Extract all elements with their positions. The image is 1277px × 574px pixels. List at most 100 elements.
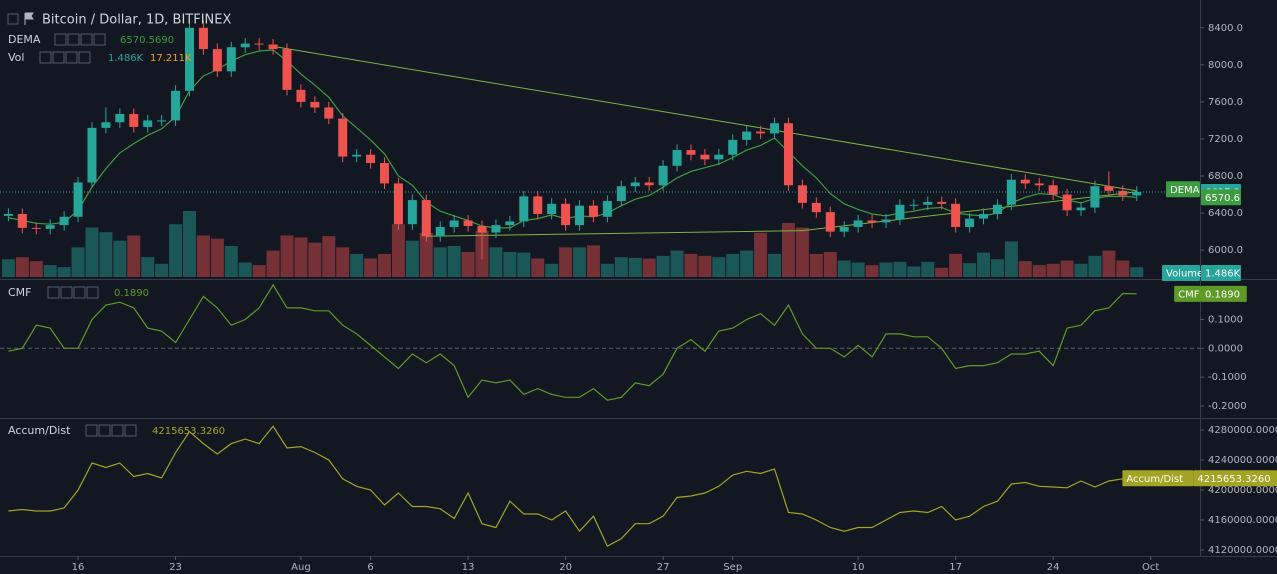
volume-bar xyxy=(196,235,210,277)
candle-body xyxy=(575,205,585,226)
indicator-name-label: Accum/Dist xyxy=(1126,474,1183,485)
candle-body xyxy=(407,200,417,225)
candle-body xyxy=(45,225,55,229)
candle-body xyxy=(923,201,933,205)
volume-bar xyxy=(586,245,600,277)
candle-body xyxy=(380,163,390,184)
dema-line xyxy=(8,49,1137,229)
indicator-icons[interactable] xyxy=(47,286,99,299)
volume-bar xyxy=(433,247,447,277)
candle-body xyxy=(59,216,69,226)
indicator-value-label: 0.1890 xyxy=(1205,289,1240,300)
candle-body xyxy=(324,107,334,119)
volume-bar xyxy=(461,251,475,277)
y-tick-label: 4280000.0000 xyxy=(1208,425,1277,436)
volume-bar xyxy=(990,259,1004,277)
volume-bar xyxy=(364,258,378,277)
volume-bar xyxy=(963,263,977,277)
volume-bar xyxy=(1046,263,1060,277)
indicator-name[interactable]: CMF xyxy=(8,286,32,299)
x-tick-label: 17 xyxy=(949,562,962,573)
candle-body xyxy=(449,220,459,227)
candle-body xyxy=(226,47,236,72)
volume-bar xyxy=(559,247,573,277)
candle-body xyxy=(184,27,194,91)
candle-body xyxy=(310,101,320,108)
volume-bar xyxy=(600,263,614,277)
candle-body xyxy=(602,201,612,217)
candle-body xyxy=(700,154,710,160)
dema-value-label: 6570.6 xyxy=(1205,193,1240,204)
volume-bar xyxy=(628,257,642,277)
candle-body xyxy=(421,200,431,237)
y-tick-label: 6800.0 xyxy=(1208,171,1243,182)
candle-body xyxy=(533,196,543,215)
volume-bar xyxy=(308,242,322,277)
chart-title[interactable]: Bitcoin / Dollar, 1D, BITFINEX xyxy=(42,13,231,28)
volume-bar xyxy=(294,237,308,277)
y-tick-label: -0.1000 xyxy=(1208,372,1247,383)
indicator-name-label: CMF xyxy=(1178,289,1200,300)
indicator-value-label-bg xyxy=(1201,285,1247,302)
volume-bar xyxy=(1074,263,1088,277)
indicator-icons[interactable] xyxy=(54,33,106,46)
candle-body xyxy=(1132,192,1142,196)
candle-body xyxy=(157,120,167,122)
indicator-name[interactable]: DEMA xyxy=(8,33,41,46)
candle-body xyxy=(129,113,139,127)
volume-bar xyxy=(1088,255,1102,277)
candle-body xyxy=(1104,186,1114,191)
indicator-icons[interactable] xyxy=(85,424,137,437)
x-tick-label: 23 xyxy=(169,562,182,573)
indicator-icons[interactable] xyxy=(39,51,91,64)
candle-body xyxy=(686,150,696,155)
candle-body xyxy=(101,122,111,128)
candle-body xyxy=(1062,194,1072,211)
candle-body xyxy=(491,225,501,233)
candle-body xyxy=(756,131,766,134)
y-tick-label: 4240000.0000 xyxy=(1208,455,1277,466)
dema-name-label: DEMA xyxy=(1170,185,1200,196)
candle-body xyxy=(895,204,905,220)
volume-bar xyxy=(977,252,990,277)
volume-bar xyxy=(879,262,893,277)
candle-body xyxy=(630,182,640,187)
collapse-icon[interactable] xyxy=(7,13,19,25)
y-tick-label: 6400.0 xyxy=(1208,208,1243,219)
volume-bar xyxy=(531,258,545,277)
x-tick-label: Sep xyxy=(723,562,742,573)
candle-body xyxy=(951,203,961,227)
candle-body xyxy=(519,196,529,222)
volume-bar xyxy=(252,265,266,277)
candle-body xyxy=(268,44,278,50)
candle-body xyxy=(366,154,376,164)
volume-legend-value: 1.486K xyxy=(108,53,144,64)
volume-bar xyxy=(795,227,809,277)
candle-body xyxy=(1076,207,1086,211)
volume-bar xyxy=(1130,267,1144,277)
candle-body xyxy=(198,27,208,50)
indicator-name[interactable]: Vol xyxy=(8,51,24,64)
indicator-name[interactable]: Accum/Dist xyxy=(8,424,71,437)
plot-area xyxy=(0,20,1200,548)
x-tick-label: 27 xyxy=(657,562,670,573)
volume-bar xyxy=(893,261,907,277)
volume-name-label-bg xyxy=(1162,265,1200,281)
volume-bar xyxy=(768,253,782,277)
candle-body xyxy=(992,204,1002,215)
flag-icon[interactable] xyxy=(24,12,34,25)
candle-body xyxy=(783,123,793,186)
indicator-name-label-bg xyxy=(1174,285,1201,302)
y-tick-label: 4120000.0000 xyxy=(1208,545,1277,556)
volume-bar xyxy=(754,232,768,277)
volume-bar xyxy=(15,257,29,277)
candle-body xyxy=(797,185,807,203)
candle-body xyxy=(1048,185,1058,195)
y-tick-label: 0.1000 xyxy=(1208,314,1243,325)
candle-body xyxy=(477,226,487,233)
volume-bar xyxy=(169,224,183,277)
candle-body xyxy=(212,49,222,72)
volume-bar xyxy=(935,267,949,277)
y-tick-label: 8000.0 xyxy=(1208,60,1243,71)
candle-body xyxy=(463,220,473,227)
